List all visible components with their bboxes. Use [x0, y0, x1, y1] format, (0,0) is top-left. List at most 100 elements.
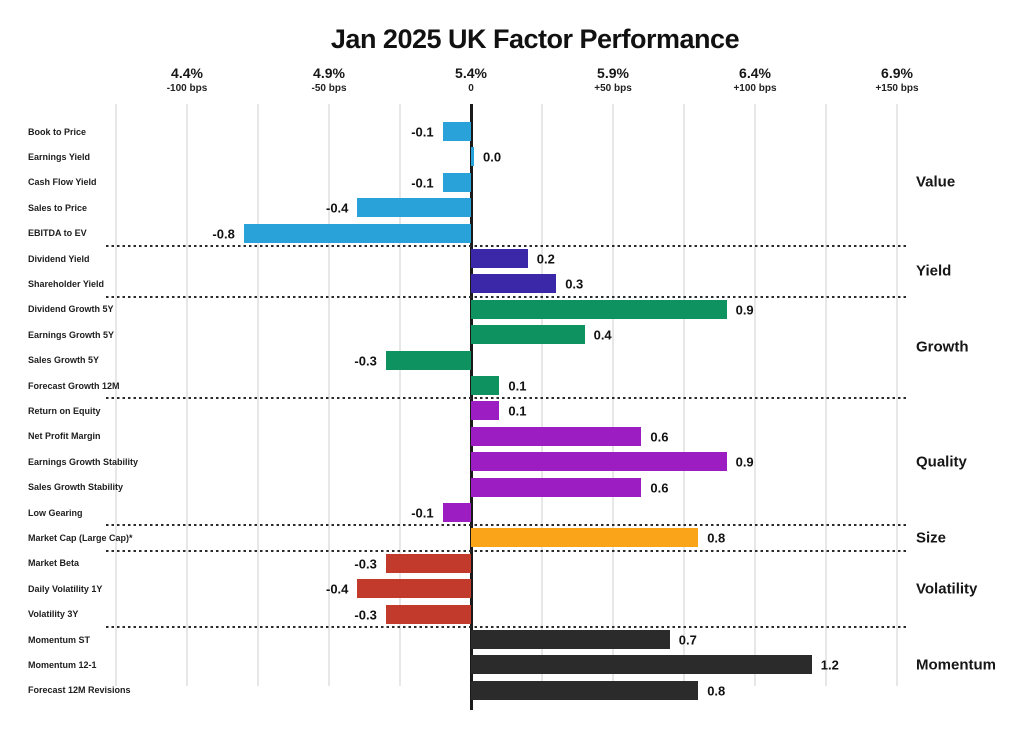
axis-tick: 5.4% 0	[455, 66, 487, 94]
factor-bar	[471, 299, 727, 319]
factor-row-label: Earnings Growth Stability	[28, 456, 139, 467]
factor-bar	[471, 249, 528, 268]
factor-row-label: Dividend Yield	[28, 253, 90, 264]
axis-tick-bps: -50 bps	[311, 83, 347, 94]
bar-value-label: 0.4	[593, 327, 612, 343]
axis-tick: 6.9% +150 bps	[875, 66, 918, 94]
factor-row-label: Cash Flow Yield	[28, 177, 97, 188]
factor-bar	[385, 604, 471, 624]
factor-bar	[471, 452, 727, 472]
gridline	[612, 104, 614, 686]
factor-row-label: Return on Equity	[28, 405, 101, 416]
bar-value-label: 0.0	[483, 149, 502, 165]
axis-tick: 4.4% -100 bps	[167, 66, 208, 94]
bar-value-label: -0.8	[212, 226, 235, 242]
factor-bar	[471, 401, 500, 421]
factor-bar	[471, 325, 585, 345]
factor-row-label: EBITDA to EV	[28, 228, 87, 239]
axis-tick-percent: 4.4%	[171, 65, 203, 81]
factor-row-label: Momentum ST	[28, 634, 90, 645]
axis-tick: 6.4% +100 bps	[733, 66, 776, 94]
bar-value-label: 0.2	[536, 251, 555, 267]
factor-row-label: Daily Volatility 1Y	[28, 583, 103, 594]
factor-bar	[471, 630, 670, 649]
gridline	[328, 104, 330, 686]
factor-bar	[471, 274, 557, 294]
gridline	[257, 104, 259, 686]
factor-row-label: Dividend Growth 5Y	[28, 304, 114, 315]
gridline	[825, 104, 827, 686]
factor-bar	[243, 223, 471, 243]
factor-bar	[385, 350, 471, 370]
section-separator	[106, 397, 908, 400]
factor-bar	[442, 172, 471, 192]
bar-value-label: -0.3	[354, 353, 377, 369]
axis-tick-bps: +100 bps	[733, 83, 777, 94]
factor-row-label: Sales Growth Stability	[28, 482, 124, 493]
section-label: Quality	[916, 453, 967, 471]
factor-row-label: Sales Growth 5Y	[28, 355, 100, 366]
bar-value-label: -0.3	[354, 607, 377, 623]
factor-row-label: Market Beta	[28, 558, 80, 569]
factor-row-label: Book to Price	[28, 126, 87, 137]
bar-value-label: 0.9	[735, 302, 754, 318]
section-separator	[106, 549, 908, 552]
section-label: Momentum	[916, 656, 996, 674]
factor-row-label: Earnings Yield	[28, 151, 91, 162]
axis-tick-bps: +50 bps	[594, 83, 632, 94]
factor-row-label: Net Profit Margin	[28, 431, 101, 442]
factor-row-label: Market Cap (Large Cap)*	[28, 532, 133, 543]
bar-value-label: 0.6	[650, 480, 669, 496]
bar-value-label: -0.1	[411, 505, 434, 521]
factor-row-label: Low Gearing	[28, 507, 83, 518]
axis-tick-bps: 0	[468, 83, 474, 94]
factor-row-label: Sales to Price	[28, 202, 88, 213]
section-label: Yield	[916, 262, 952, 280]
section-label: Volatility	[916, 580, 978, 598]
axis-tick-percent: 4.9%	[313, 65, 345, 81]
section-separator	[106, 244, 908, 247]
gridline	[399, 104, 401, 686]
factor-row-label: Earnings Growth 5Y	[28, 329, 115, 340]
factor-bar	[471, 147, 474, 167]
gridline	[186, 104, 188, 686]
factor-bar	[471, 680, 699, 700]
factor-bar	[471, 528, 699, 548]
gridline	[541, 104, 543, 686]
factor-row-label: Forecast 12M Revisions	[28, 685, 131, 696]
bar-value-label: 0.1	[508, 378, 527, 394]
bar-value-label: -0.4	[326, 200, 349, 216]
section-separator	[106, 295, 908, 298]
bar-value-label: 0.8	[707, 683, 726, 699]
chart-title: Jan 2025 UK Factor Performance	[330, 24, 740, 54]
factor-bar	[471, 477, 642, 497]
factor-row-label: Volatility 3Y	[28, 609, 79, 620]
bar-value-label: 0.6	[650, 429, 669, 445]
factor-bar	[471, 376, 500, 395]
section-label: Growth	[916, 338, 969, 356]
axis-tick-bps: -100 bps	[166, 83, 208, 94]
axis-tick-percent: 6.9%	[881, 65, 913, 81]
bar-value-label: 0.9	[735, 454, 754, 470]
axis-tick: 5.9% +50 bps	[594, 66, 632, 94]
axis-tick-bps: +150 bps	[875, 83, 919, 94]
factor-bar	[357, 198, 471, 218]
bar-value-label: 1.2	[820, 657, 839, 673]
gridline	[683, 104, 685, 686]
axis-tick-percent: 5.4%	[455, 65, 487, 81]
section-label: Size	[916, 529, 947, 547]
bar-value-label: -0.1	[411, 124, 434, 140]
bar-value-label: -0.1	[411, 175, 434, 191]
factor-row-label: Forecast Growth 12M	[28, 380, 120, 391]
section-separator	[106, 625, 908, 628]
factor-bar	[471, 655, 812, 675]
bar-value-label: 0.7	[678, 632, 697, 648]
bar-value-label: 0.1	[508, 403, 527, 419]
bar-value-label: -0.4	[326, 581, 349, 597]
factor-bar	[357, 579, 471, 599]
factor-bar	[385, 553, 471, 573]
section-label: Value	[916, 173, 956, 191]
section-separator	[106, 524, 908, 527]
factor-row-label: Momentum 12-1	[28, 659, 97, 670]
